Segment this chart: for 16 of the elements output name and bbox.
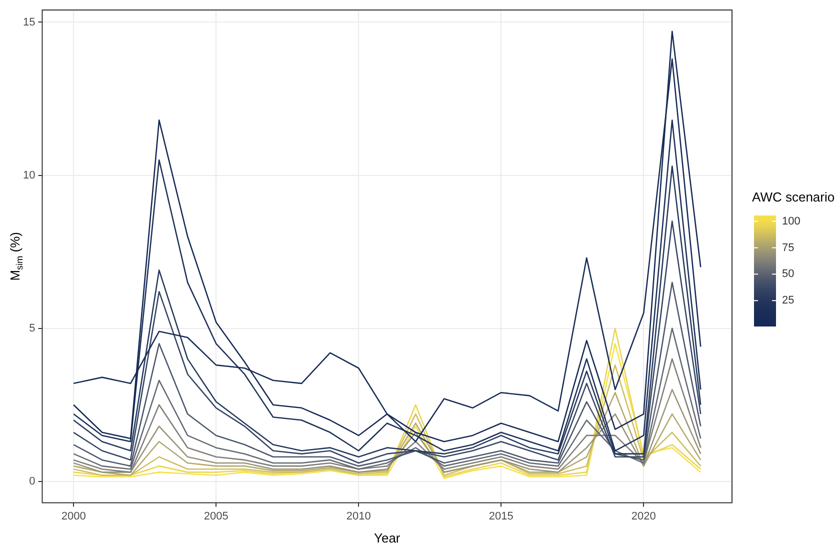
x-tick-label: 2000 — [61, 510, 86, 522]
x-tick-label: 2005 — [204, 510, 228, 522]
color-bar-label: 50 — [782, 268, 794, 280]
color-bar-title: AWC scenario — [752, 190, 835, 205]
y-tick-label: 0 — [29, 475, 36, 488]
x-axis-title: Year — [374, 530, 401, 546]
y-tick-label: 15 — [22, 16, 36, 28]
color-bar-label: 25 — [782, 294, 794, 307]
color-bar-label: 100 — [782, 215, 800, 228]
y-tick-label: 10 — [22, 169, 36, 182]
x-tick-label: 2015 — [488, 510, 514, 522]
y-tick-label: 5 — [29, 322, 36, 334]
x-tick-label: 2020 — [631, 510, 656, 522]
color-bar-label: 75 — [782, 242, 794, 254]
x-tick-label: 2010 — [346, 510, 371, 522]
y-axis-title: Msim (%) — [8, 232, 24, 281]
